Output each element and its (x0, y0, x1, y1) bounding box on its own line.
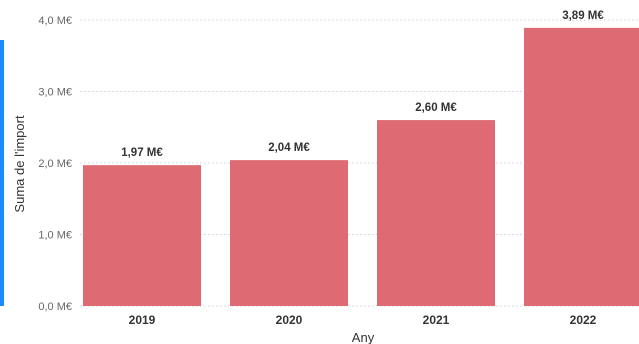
x-tick-label-2019: 2019 (129, 313, 156, 327)
x-axis-ticks: 2019 2020 2021 2022 (129, 313, 597, 327)
x-axis-title: Any (352, 330, 375, 344)
x-tick-label-2021: 2021 (423, 313, 450, 327)
y-tick-label: 2,0 M€ (38, 158, 72, 170)
y-tick-label: 1,0 M€ (38, 230, 72, 242)
data-label-2020: 2,04 M€ (268, 142, 310, 154)
data-label-2022: 3,89 M€ (562, 10, 604, 22)
data-label-2021: 2,60 M€ (415, 102, 457, 114)
x-tick-label-2022: 2022 (570, 313, 597, 327)
y-tick-label: 4,0 M€ (38, 15, 72, 27)
bar-2019[interactable] (83, 165, 201, 306)
x-tick-label-2020: 2020 (276, 313, 303, 327)
bar-2021[interactable] (377, 120, 495, 306)
y-tick-label: 0,0 M€ (38, 301, 72, 313)
y-axis-title: Suma de l'import (12, 115, 27, 213)
selection-accent-bar (0, 40, 4, 306)
data-label-2019: 1,97 M€ (121, 147, 163, 159)
y-tick-label: 3,0 M€ (38, 87, 72, 99)
y-axis-ticks: 0,0 M€ 1,0 M€ 2,0 M€ 3,0 M€ 4,0 M€ (38, 15, 72, 313)
bars (83, 27, 639, 307)
bar-2022[interactable] (524, 27, 639, 307)
data-labels: 1,97 M€ 2,04 M€ 2,60 M€ 3,89 M€ (121, 10, 604, 159)
bar-2020[interactable] (230, 160, 348, 306)
